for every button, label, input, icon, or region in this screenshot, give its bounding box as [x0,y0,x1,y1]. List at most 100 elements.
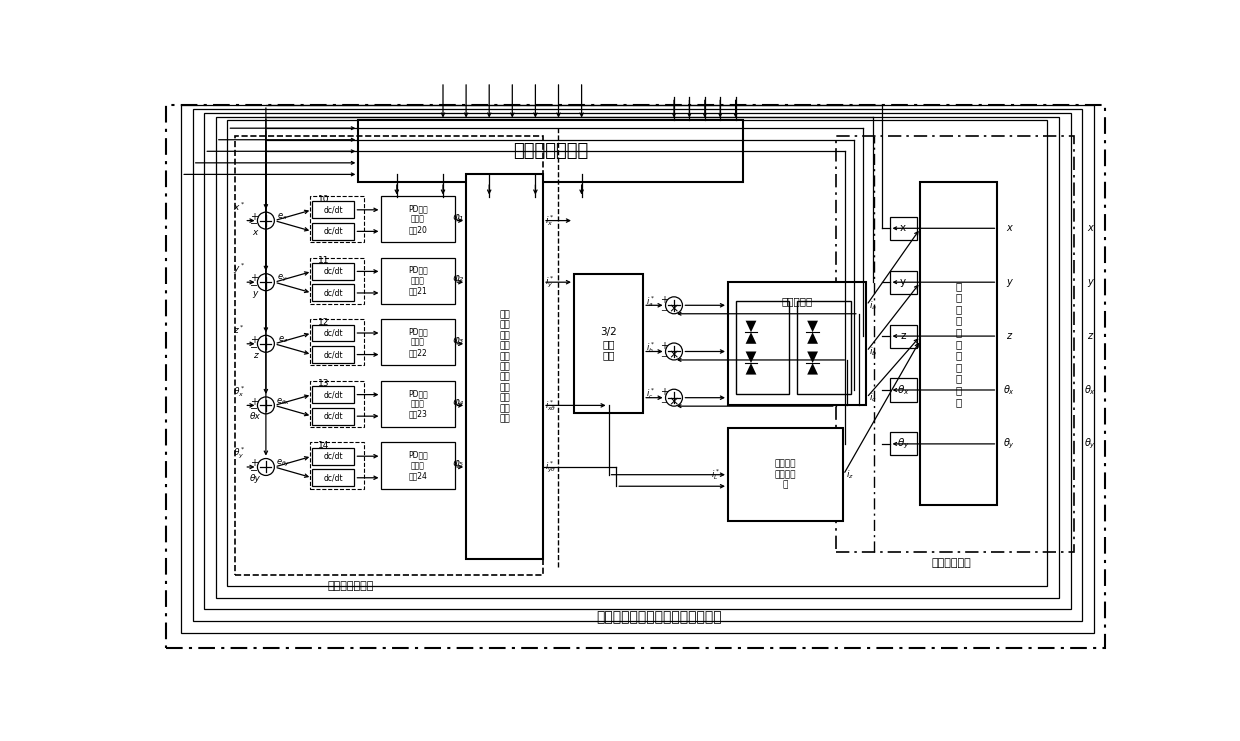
Text: 线性闭环控制器: 线性闭环控制器 [327,581,373,591]
Text: +: + [660,388,668,397]
Text: dc/dt: dc/dt [324,205,343,214]
Text: 基于
软集
理论
方法
的模
糊神
经网
络逆
动态
切换
模型: 基于 软集 理论 方法 的模 糊神 经网 络逆 动态 切换 模型 [500,310,510,423]
Text: 12: 12 [317,318,330,327]
Text: PD控制
器切换
模块22: PD控制 器切换 模块22 [408,328,428,357]
Polygon shape [745,321,756,332]
FancyBboxPatch shape [889,270,916,293]
Text: x: x [900,223,906,233]
Text: 10: 10 [317,195,330,204]
Text: dc/dt: dc/dt [324,390,343,399]
Text: x: x [253,227,258,236]
Text: $i_b$: $i_b$ [869,345,877,358]
FancyBboxPatch shape [889,432,916,456]
Text: φ₄: φ₄ [453,396,463,407]
Text: $i_x^*$: $i_x^*$ [546,213,554,228]
FancyBboxPatch shape [312,386,355,403]
Text: +: + [249,335,258,345]
Text: ×: × [668,349,680,362]
Text: $e_z$: $e_z$ [278,335,288,345]
Text: dc/dt: dc/dt [324,452,343,461]
FancyBboxPatch shape [382,319,455,365]
Text: φ₂: φ₂ [453,273,463,283]
Text: 磁
悬
浮
飞
轮
电
池
动
态
模
型: 磁 悬 浮 飞 轮 电 池 动 态 模 型 [956,281,962,407]
Text: z: z [1007,331,1012,341]
Text: 14: 14 [317,441,330,450]
Text: 双极性关
功率放大
器: 双极性关 功率放大 器 [775,459,796,490]
Text: +: + [249,396,258,407]
Text: PD控制
器切换
模块20: PD控制 器切换 模块20 [408,205,428,234]
Text: $\theta_y^*$: $\theta_y^*$ [233,445,246,461]
Text: dc/dt: dc/dt [324,328,343,337]
Text: $y^*$: $y^*$ [233,261,246,276]
FancyBboxPatch shape [358,121,743,182]
FancyBboxPatch shape [797,302,851,393]
Text: $i_z$: $i_z$ [846,468,853,481]
FancyBboxPatch shape [382,196,455,242]
Text: +: + [249,273,258,283]
Text: +: + [249,458,258,468]
Text: 11: 11 [317,256,330,265]
Text: $i_a^*$: $i_a^*$ [646,294,655,309]
Text: ×: × [668,302,680,316]
FancyBboxPatch shape [312,325,355,342]
Text: PD控制
器切换
模块23: PD控制 器切换 模块23 [408,389,428,419]
Text: dc/dt: dc/dt [324,267,343,276]
Text: θy: θy [249,474,260,483]
Text: $\theta_x$: $\theta_x$ [1003,383,1016,397]
FancyBboxPatch shape [920,182,997,505]
FancyBboxPatch shape [312,223,355,240]
Text: $i_y^*$: $i_y^*$ [546,274,554,290]
Text: +: + [249,212,258,222]
Text: +: + [660,295,668,305]
FancyBboxPatch shape [574,274,644,413]
Text: z: z [900,331,906,341]
FancyBboxPatch shape [312,448,355,465]
Text: dc/dt: dc/dt [324,350,343,359]
Polygon shape [745,351,756,363]
Text: 零功耗控制模块: 零功耗控制模块 [513,142,589,160]
Text: φ₁: φ₁ [453,212,463,222]
FancyBboxPatch shape [166,105,1105,648]
Text: φ₃: φ₃ [453,335,463,345]
Text: −: − [249,342,258,353]
Polygon shape [807,351,818,363]
FancyBboxPatch shape [735,302,790,393]
Text: dc/dt: dc/dt [324,227,343,236]
Text: −: − [249,219,258,230]
FancyBboxPatch shape [312,285,355,302]
FancyBboxPatch shape [312,346,355,363]
Text: $\theta_x$: $\theta_x$ [1084,383,1096,397]
Text: y: y [1087,277,1092,288]
Text: $i_c^*$: $i_c^*$ [646,386,655,402]
FancyBboxPatch shape [728,282,867,405]
FancyBboxPatch shape [889,379,916,402]
Text: $\theta_x$: $\theta_x$ [897,383,909,397]
FancyBboxPatch shape [382,258,455,304]
Text: −: − [249,405,258,414]
Text: $z^*$: $z^*$ [233,324,244,336]
FancyBboxPatch shape [728,428,843,521]
Text: dc/dt: dc/dt [324,412,343,421]
FancyBboxPatch shape [382,381,455,427]
Polygon shape [745,332,756,344]
Text: ×: × [668,395,680,408]
Text: 滞环比较器: 滞环比较器 [781,296,813,307]
Text: $i_L^*$: $i_L^*$ [712,468,720,482]
FancyBboxPatch shape [312,408,355,425]
Text: θx: θx [249,413,260,422]
FancyBboxPatch shape [312,469,355,486]
Polygon shape [745,363,756,375]
Text: z: z [253,350,258,360]
Text: $i_{x\theta}^*$: $i_{x\theta}^*$ [546,398,557,413]
Text: $\theta_y$: $\theta_y$ [897,436,909,451]
Text: y: y [1006,277,1012,288]
Text: y: y [253,289,258,298]
Text: $e_x$: $e_x$ [278,211,288,222]
Text: −: − [661,353,667,362]
Text: $i_{y\theta}^*$: $i_{y\theta}^*$ [546,459,557,475]
Text: $i_c$: $i_c$ [869,391,877,404]
Text: −: − [661,306,667,315]
Text: $e_y$: $e_y$ [278,273,288,284]
Text: $\theta_y$: $\theta_y$ [1084,436,1096,451]
Text: dc/dt: dc/dt [324,473,343,482]
